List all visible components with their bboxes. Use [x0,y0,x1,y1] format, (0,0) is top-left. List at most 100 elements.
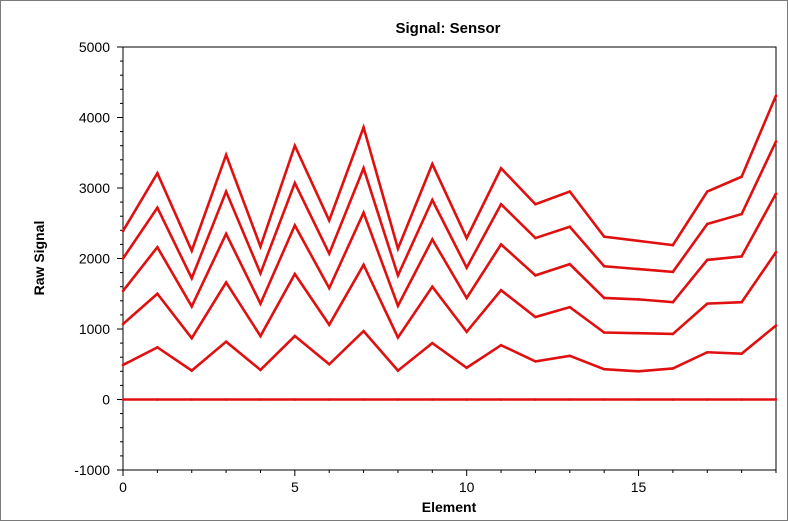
data-point [774,324,778,327]
data-point [534,315,537,319]
data-point [362,166,365,170]
data-point [431,341,434,345]
data-point [637,298,640,301]
data-point [499,343,503,347]
data-point [774,140,778,143]
data-point [224,232,228,236]
data-point [637,331,640,335]
data-point [156,346,159,349]
data-point [327,323,331,327]
data-point [499,288,503,292]
data-point [396,369,400,372]
data-point [568,398,572,401]
y-tick-label: 0 [102,392,110,408]
data-point [224,398,228,401]
data-point [499,202,503,206]
data-point [774,192,778,195]
data-point [568,262,572,266]
data-point [327,398,331,401]
data-point [327,219,331,222]
data-point [293,334,297,338]
data-point [568,225,572,229]
data-point [293,272,297,276]
data-point [293,224,297,227]
data-point [637,370,640,373]
data-point [637,267,640,271]
data-point [431,238,434,241]
data-point [534,236,537,240]
data-point [362,263,365,267]
data-point [499,398,503,401]
series-5 [121,324,778,373]
data-point [465,296,468,300]
series-line [121,193,778,310]
data-point [362,398,365,401]
data-point [431,398,434,401]
series-2 [121,140,778,282]
data-point [740,212,743,216]
y-axis: -1000 0 1000 2000 3000 4000 5000 [74,39,123,478]
data-point [534,398,537,401]
data-point [671,270,675,274]
data-point [705,222,709,226]
series-4 [121,250,778,341]
y-tick-label: 1000 [79,321,110,337]
data-point [671,300,675,304]
data-point [774,94,778,97]
data-point [190,336,194,340]
data-point [121,322,125,326]
series-line [121,140,778,282]
data-point [637,398,640,401]
x-tick-label: 0 [119,479,127,495]
data-point [740,300,743,304]
data-point [705,398,709,401]
data-point [740,398,743,401]
data-point [671,243,675,247]
x-tick-label: 10 [459,479,475,495]
data-point [705,190,709,193]
y-tick-label: 4000 [79,110,110,126]
x-tick-label: 15 [631,479,647,495]
data-point [156,398,159,401]
data-point [705,258,709,262]
x-axis-label: Element [422,499,477,515]
data-point [362,126,365,129]
data-point [465,266,468,269]
data-point [190,398,194,401]
data-point [602,296,606,300]
data-point [774,250,778,254]
data-point [602,367,606,371]
series-line [122,324,777,373]
data-point [602,331,606,334]
data-point [671,398,675,401]
data-point [121,257,125,260]
data-point [190,249,194,253]
data-point [431,162,434,166]
data-point [156,206,159,210]
data-point [431,198,434,202]
data-point [190,276,194,280]
x-tick-label: 5 [291,479,299,495]
data-point [121,363,125,367]
data-point [156,292,159,296]
data-point [396,274,400,277]
data-point [156,171,159,175]
data-point [568,354,572,358]
data-point [293,181,297,185]
series-line [122,251,778,341]
y-axis-label: Raw Signal [31,221,47,296]
data-point [396,398,400,401]
data-point [431,285,434,289]
y-tick-label: 3000 [79,180,110,196]
data-point [602,235,606,238]
data-point [774,398,778,401]
chart-title: Signal: Sensor [395,20,500,37]
data-point [121,289,125,293]
data-point [259,245,262,248]
data-point [224,190,228,193]
data-point [396,336,400,339]
data-point [121,229,125,233]
plot-area [122,46,777,471]
data-point [534,274,537,277]
data-point [602,398,606,401]
